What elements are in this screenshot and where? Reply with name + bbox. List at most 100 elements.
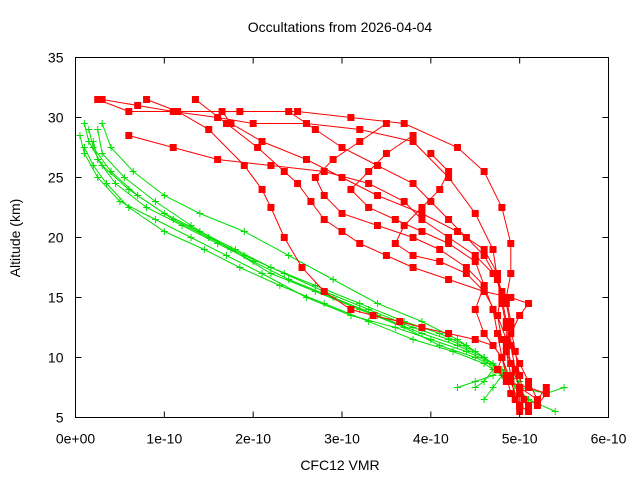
y-tick-label: 15 — [48, 290, 64, 306]
data-point-square — [382, 150, 390, 157]
chart-title: Occultations from 2026-04-04 — [248, 19, 433, 35]
data-point-square — [502, 342, 510, 349]
data-point-plus — [200, 246, 208, 253]
data-point-square — [489, 306, 497, 313]
series-red-profile-8 — [391, 150, 533, 409]
data-point-square — [507, 372, 515, 379]
y-tick-label: 35 — [48, 50, 64, 66]
data-point-square — [516, 360, 524, 367]
data-point-plus — [80, 144, 88, 151]
data-point-square — [280, 234, 288, 241]
data-point-square — [236, 108, 244, 115]
data-point-square — [391, 216, 399, 223]
data-point-plus — [120, 174, 128, 181]
data-point-square — [427, 150, 435, 157]
data-point-square — [525, 300, 533, 307]
data-point-square — [511, 348, 519, 355]
data-point-square — [227, 120, 235, 127]
data-point-square — [280, 168, 288, 175]
data-point-square — [347, 186, 355, 193]
data-point-square — [507, 318, 515, 325]
series-layer — [76, 96, 568, 415]
data-point-square — [143, 96, 151, 103]
data-point-square — [409, 132, 417, 139]
data-point-square — [480, 282, 488, 289]
series-red-profile-5 — [285, 108, 528, 403]
data-point-square — [418, 324, 426, 331]
data-point-plus — [453, 336, 461, 343]
data-point-square — [374, 222, 382, 229]
data-point-plus — [267, 270, 275, 277]
x-tick-label: 1e-10 — [146, 431, 182, 447]
data-point-square — [258, 186, 266, 193]
data-point-square — [391, 240, 399, 247]
data-point-square — [493, 330, 501, 337]
data-point-square — [507, 324, 515, 331]
data-point-plus — [236, 264, 244, 271]
series-line — [314, 123, 521, 406]
data-point-square — [125, 108, 133, 115]
data-point-square — [516, 372, 524, 379]
data-point-plus — [436, 342, 444, 349]
data-point-plus — [160, 228, 168, 235]
x-tick-label: 0e+00 — [56, 431, 96, 447]
data-point-plus — [471, 378, 479, 385]
data-point-plus — [449, 348, 457, 355]
data-point-square — [498, 300, 506, 307]
x-tick-label: 4e-10 — [413, 431, 449, 447]
data-point-plus — [560, 384, 568, 391]
data-point-plus — [151, 198, 159, 205]
data-point-plus — [489, 384, 497, 391]
data-point-plus — [280, 270, 288, 277]
data-point-plus — [227, 246, 235, 253]
data-point-square — [462, 270, 470, 277]
data-point-square — [502, 318, 510, 325]
data-point-plus — [80, 120, 88, 127]
x-tick-label: 2e-10 — [235, 431, 271, 447]
x-axis-label: CFC12 VMR — [300, 457, 379, 473]
data-point-square — [502, 294, 510, 301]
series-red-profile-9 — [191, 96, 550, 409]
data-point-plus — [551, 408, 559, 415]
data-point-square — [445, 174, 453, 181]
data-point-plus — [98, 120, 106, 127]
data-point-square — [320, 192, 328, 199]
data-point-plus — [89, 138, 97, 145]
data-point-square — [498, 354, 506, 361]
data-point-plus — [89, 144, 97, 151]
data-point-square — [338, 174, 346, 181]
data-point-square — [489, 270, 497, 277]
data-point-plus — [89, 162, 97, 169]
data-point-square — [480, 252, 488, 259]
data-point-square — [445, 276, 453, 283]
data-point-plus — [143, 204, 151, 211]
data-point-square — [480, 330, 488, 337]
data-point-square — [214, 156, 222, 163]
data-point-square — [174, 108, 182, 115]
data-point-square — [480, 168, 488, 175]
y-axis-label: Altitude (km) — [7, 199, 23, 278]
data-point-square — [382, 120, 390, 127]
data-point-square — [445, 216, 453, 223]
data-point-square — [418, 216, 426, 223]
data-point-plus — [409, 336, 417, 343]
data-point-square — [471, 210, 479, 217]
data-point-square — [445, 330, 453, 337]
data-point-plus — [160, 192, 168, 199]
y-tick-label: 5 — [56, 410, 64, 426]
data-point-plus — [223, 252, 231, 259]
data-point-square — [542, 384, 550, 391]
data-point-square — [369, 312, 377, 319]
data-point-square — [249, 120, 257, 127]
data-point-square — [365, 180, 373, 187]
data-point-square — [409, 234, 417, 241]
data-point-square — [302, 156, 310, 163]
x-tick-label: 3e-10 — [324, 431, 360, 447]
data-point-plus — [129, 168, 137, 175]
data-point-square — [365, 204, 373, 211]
data-point-square — [409, 138, 417, 145]
data-point-square — [516, 390, 524, 397]
data-point-plus — [103, 180, 111, 187]
data-point-square — [445, 240, 453, 247]
